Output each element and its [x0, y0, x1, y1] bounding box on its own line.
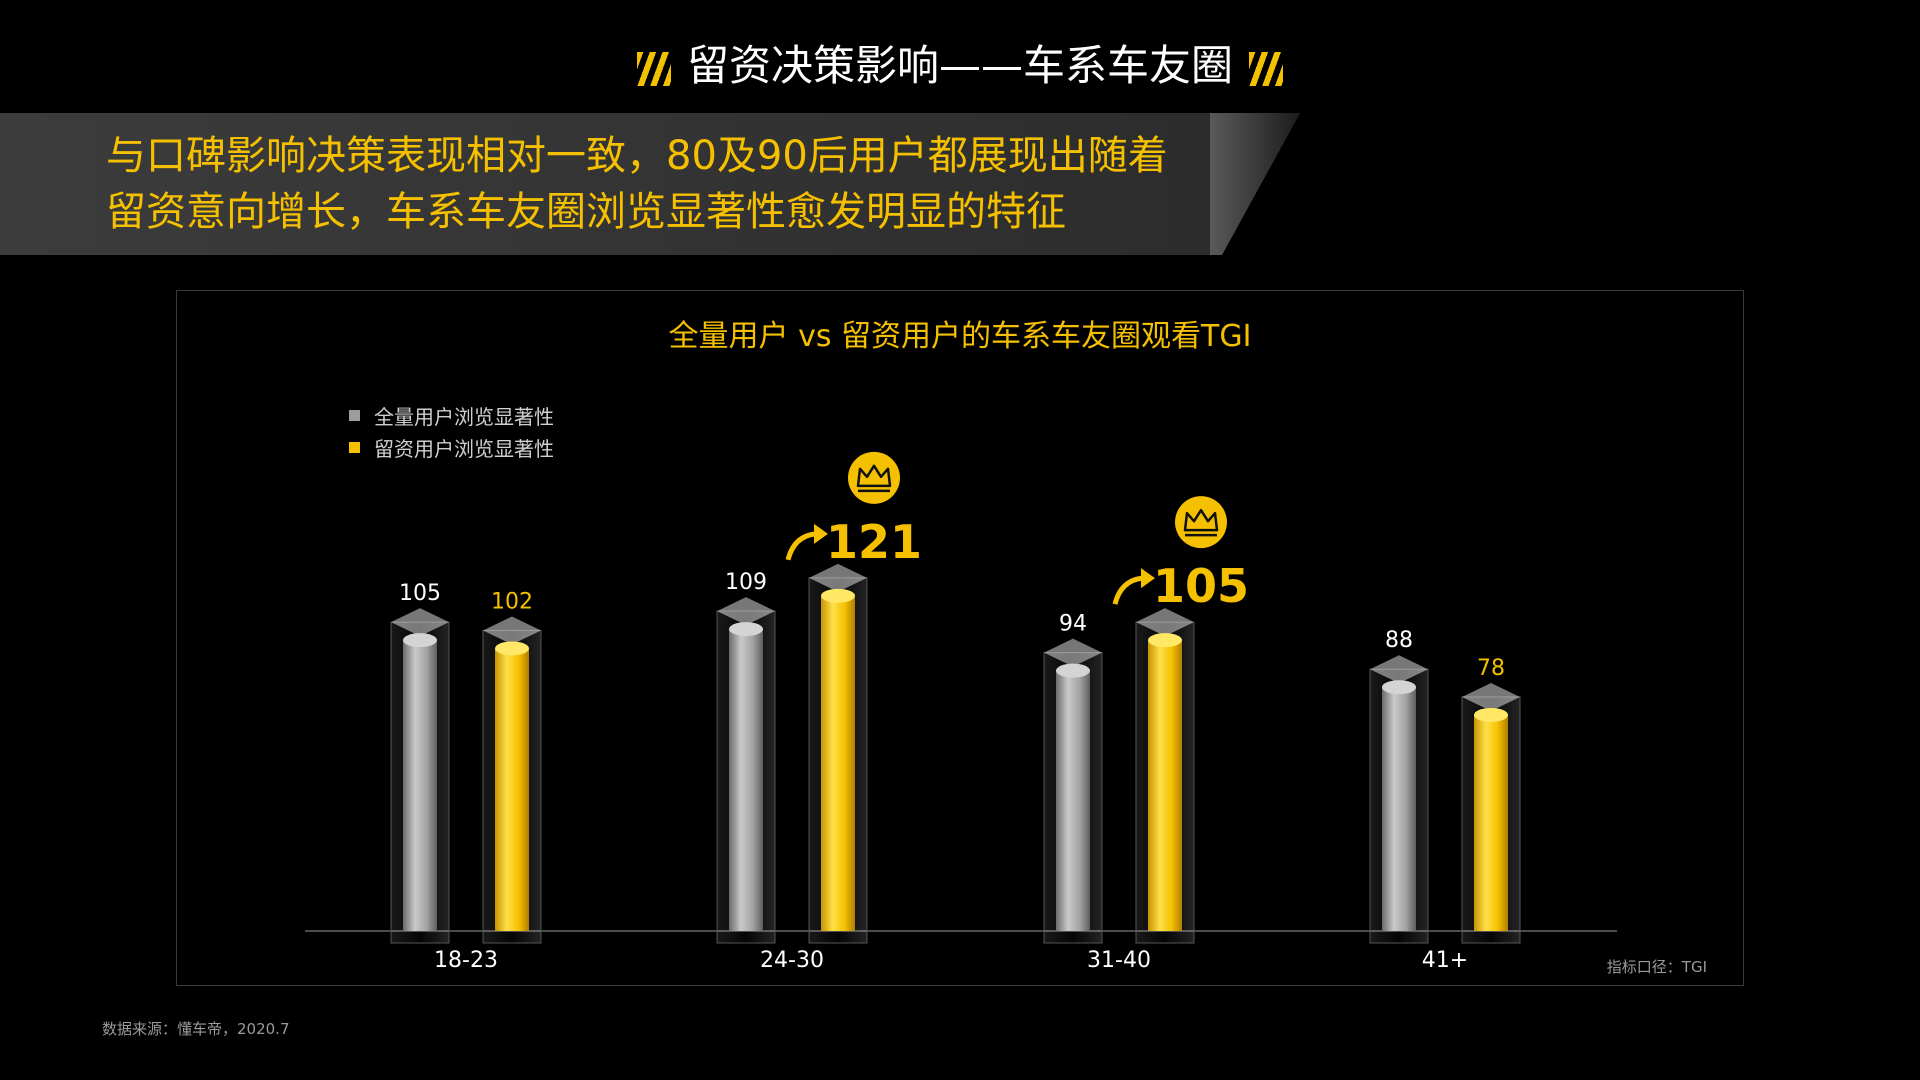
chart-panel: 105 102 18-23 109 121 24-30 94 105 31-40 88 78 41+ …: [176, 290, 1744, 986]
x-tick-label: 24-30: [760, 948, 824, 973]
headline-line-2: 留资意向增长，车系车友圈浏览显著性愈发明显的特征: [106, 189, 1066, 235]
x-tick-label: 31-40: [1087, 948, 1151, 973]
legend-item-all-users: 全量用户浏览显著性: [349, 399, 554, 431]
bar-value-label: 78: [1477, 656, 1505, 681]
bar-value-label: 105: [399, 581, 441, 606]
stripes-icon-right: [1249, 51, 1283, 86]
crown-icon: [1175, 496, 1227, 549]
bar-value-label: 121: [826, 515, 922, 569]
bar-top-cap: [403, 633, 437, 648]
crown-shape: [856, 464, 892, 488]
up-arrow-head: [1141, 568, 1155, 589]
bar-prism-cap: [1044, 638, 1102, 667]
bar-value-label: 102: [491, 589, 533, 614]
legend-label: 全量用户浏览显著性: [374, 404, 554, 429]
bar-top-cap: [495, 641, 529, 656]
bar: [729, 629, 763, 931]
bar-prism-cap: [1370, 655, 1428, 684]
bar: [1382, 687, 1416, 931]
legend-swatch-gold: [349, 441, 360, 453]
headline-line-1: 与口碑影响决策表现相对一致，80及90后用户都展现出随着: [106, 133, 1168, 179]
bar: [495, 648, 529, 931]
bar-value-label: 105: [1153, 559, 1249, 613]
bar-top-cap: [729, 622, 763, 637]
up-arrow-icon: [1112, 575, 1144, 605]
crown-badge-circle: [1175, 496, 1227, 549]
bar: [1056, 670, 1090, 931]
bar: [403, 640, 437, 931]
bar-top-cap: [1382, 680, 1416, 695]
unit-note: 指标口径：TGI: [1606, 958, 1707, 976]
crown-shape: [1183, 508, 1219, 532]
legend-swatch-gray: [349, 409, 360, 421]
bar-prism-cap: [1462, 682, 1520, 711]
legend-item-lead-users: 留资用户浏览显著性: [349, 431, 554, 463]
bar-prism-cap: [391, 608, 449, 637]
crown-badge-circle: [848, 451, 900, 504]
bar-prism-cap: [717, 597, 775, 626]
bar: [1148, 640, 1182, 931]
bar-top-cap: [1474, 707, 1508, 722]
x-tick-label: 18-23: [434, 948, 498, 973]
stripes-icon-left: [636, 51, 671, 86]
bar-top-cap: [1148, 633, 1182, 648]
bar-prism-cap: [483, 616, 541, 645]
bar-value-label: 94: [1059, 612, 1087, 637]
bar-top-cap: [1056, 663, 1090, 678]
chart-title: 全量用户 vs 留资用户的车系车友圈观看TGI: [668, 319, 1252, 354]
bar-prism-cap: [1136, 608, 1194, 637]
page-title-text: 留资决策影响——车系车友圈: [686, 41, 1233, 90]
up-arrow-head: [814, 523, 828, 544]
up-arrow-icon: [785, 531, 817, 561]
bar-value-label: 88: [1385, 628, 1413, 653]
x-tick-label: 41+: [1422, 948, 1468, 973]
page-title: 留资决策影响——车系车友圈: [0, 32, 1920, 93]
chart-canvas: 105 102 18-23 109 121 24-30 94 105 31-40 88 78 41+: [305, 451, 1617, 973]
bar-value-label: 109: [725, 570, 767, 595]
bar: [821, 595, 855, 931]
bar-top-cap: [821, 588, 855, 603]
legend-label: 留资用户浏览显著性: [374, 436, 554, 461]
headline: 与口碑影响决策表现相对一致，80及90后用户都展现出随着 留资意向增长，车系车友…: [106, 128, 1226, 240]
crown-icon: [848, 451, 900, 504]
chart-legend: 全量用户浏览显著性 留资用户浏览显著性: [349, 399, 554, 463]
bar-prism-cap: [809, 563, 867, 592]
bar: [1474, 714, 1508, 931]
data-source: 数据来源：懂车帝，2020.7: [102, 1020, 290, 1038]
